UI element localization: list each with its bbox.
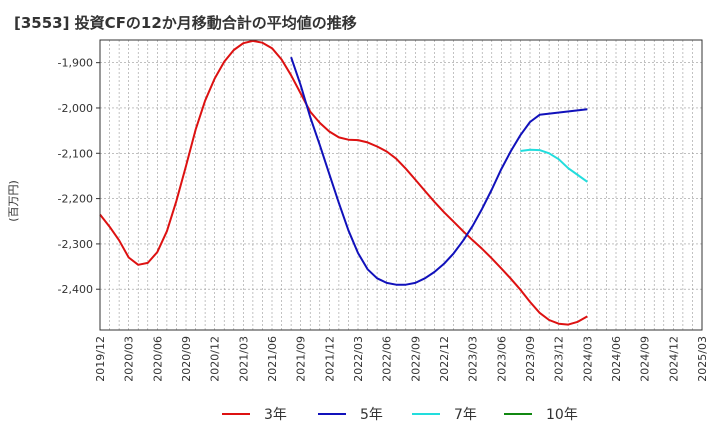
x-tick-label: 2025/03 <box>696 336 709 382</box>
x-tick-label: 2024/12 <box>667 336 680 382</box>
plot-frame <box>99 39 703 331</box>
plot-background <box>100 40 702 330</box>
plot-area <box>100 40 702 330</box>
series-line-3年 <box>99 39 588 326</box>
x-tick-label: 2020/06 <box>151 336 164 382</box>
series-line-5年 <box>290 56 588 286</box>
chart-title: [3553] 投資CFの12か月移動合計の平均値の推移 <box>14 14 357 32</box>
legend-label-3年: 3年 <box>264 407 287 423</box>
x-tick-label: 2021/06 <box>266 336 279 382</box>
series-layer <box>99 39 588 326</box>
x-tick-label: 2019/12 <box>94 336 107 382</box>
x-tick-label: 2024/09 <box>639 336 652 382</box>
x-tick-label: 2020/09 <box>180 336 193 382</box>
y-tick-label: -2,200 <box>58 193 93 206</box>
x-tick-label: 2022/06 <box>381 336 394 382</box>
x-tick-label: 2020/03 <box>123 336 136 382</box>
legend-label-7年: 7年 <box>454 407 477 423</box>
x-tick-label: 2023/12 <box>553 336 566 382</box>
legend-label-10年: 10年 <box>546 407 578 423</box>
x-tick-label: 2022/03 <box>352 336 365 382</box>
y-axis-title: (百万円) <box>7 180 20 222</box>
axis-layer: 2019/12 2020/03 2020/06 2020/09 2020/12 2021/… <box>58 39 709 382</box>
x-tick-label: 2021/09 <box>295 336 308 382</box>
y-tick-label: -2,400 <box>58 283 93 296</box>
x-tick-label: 2023/09 <box>524 336 537 382</box>
series-line-7年 <box>520 148 588 183</box>
x-tick-label: 2024/03 <box>581 336 594 382</box>
legend-label-5年: 5年 <box>360 407 383 423</box>
x-tick-label: 2021/03 <box>237 336 250 382</box>
x-tick-label: 2024/06 <box>610 336 623 382</box>
legend: 3年 5年 7年 10年 <box>222 407 578 423</box>
y-tick-label: -2,000 <box>58 102 93 115</box>
y-tick-label: -1,900 <box>58 57 93 70</box>
x-tick-label: 2023/06 <box>495 336 508 382</box>
x-tick-label: 2022/09 <box>409 336 422 382</box>
x-tick-label: 2023/03 <box>467 336 480 382</box>
x-tick-label: 2020/12 <box>209 336 222 382</box>
x-tick-label: 2022/12 <box>438 336 451 382</box>
y-tick-label: -2,100 <box>58 147 93 160</box>
y-tick-label: -2,300 <box>58 238 93 251</box>
x-tick-label: 2021/12 <box>323 336 336 382</box>
